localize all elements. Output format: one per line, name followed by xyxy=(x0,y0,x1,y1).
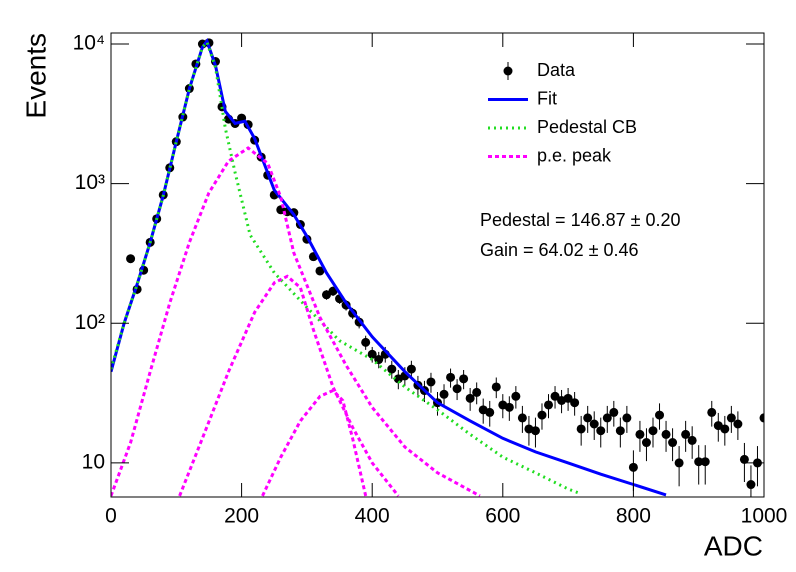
data-point xyxy=(537,410,547,420)
data-point xyxy=(126,254,136,264)
data-point xyxy=(589,419,599,429)
data-point xyxy=(720,424,730,434)
data-point xyxy=(439,389,449,399)
data-point xyxy=(609,407,619,417)
data-point xyxy=(746,480,756,490)
data-point xyxy=(700,457,710,467)
legend-label: Fit xyxy=(537,88,557,108)
data-point xyxy=(648,426,658,436)
data-point xyxy=(530,426,540,436)
x-tick-label: 200 xyxy=(224,505,259,528)
data-point xyxy=(550,391,560,401)
curve xyxy=(261,388,368,497)
plot-area xyxy=(111,37,764,497)
data-point xyxy=(628,462,638,472)
y-tick-label: 10 xyxy=(82,450,105,473)
y-tick-label: 10⁴ xyxy=(73,32,105,55)
data-point xyxy=(465,393,475,403)
x-axis-label: ADC xyxy=(704,530,763,561)
data-point xyxy=(426,377,436,387)
data-point xyxy=(511,391,521,401)
data-point xyxy=(406,364,416,374)
data-point xyxy=(367,349,377,359)
y-axis-label: Events xyxy=(20,33,51,119)
annotation: Pedestal = 146.87 ± 0.20 xyxy=(480,210,681,230)
data-point xyxy=(602,413,612,423)
annotation: Gain = 64.02 ± 0.46 xyxy=(480,240,639,260)
data-point xyxy=(726,413,736,423)
curve xyxy=(111,146,481,497)
data-point xyxy=(641,438,651,448)
data-point xyxy=(668,438,678,448)
data-point xyxy=(563,393,573,403)
data-point xyxy=(759,413,764,423)
x-tick-label: 600 xyxy=(485,505,520,528)
y-tick-label: 10² xyxy=(75,311,105,334)
data-point xyxy=(694,457,704,467)
x-tick-label: 400 xyxy=(355,505,390,528)
data-point xyxy=(661,429,671,439)
data-point xyxy=(315,266,325,276)
data-point xyxy=(321,290,331,300)
curve xyxy=(111,37,667,497)
data-point xyxy=(576,424,586,434)
data-point xyxy=(622,413,632,423)
data-point xyxy=(459,374,469,384)
data-point xyxy=(739,454,749,464)
legend-label: Data xyxy=(537,60,576,80)
legend-marker xyxy=(503,66,513,76)
data-point xyxy=(446,372,456,382)
x-tick-label: 800 xyxy=(616,505,651,528)
data-point xyxy=(674,458,684,468)
data-point xyxy=(517,413,527,423)
data-point xyxy=(583,413,593,423)
data-point xyxy=(452,384,462,394)
data-point xyxy=(361,337,371,347)
curve xyxy=(178,274,400,497)
data-point xyxy=(570,398,580,408)
frame xyxy=(110,32,765,498)
data-point xyxy=(707,407,717,417)
data-point xyxy=(387,364,397,374)
data-point xyxy=(544,400,554,410)
data-point xyxy=(596,426,606,436)
data-point xyxy=(733,419,743,429)
curve xyxy=(111,39,582,496)
x-tick-label: 0 xyxy=(105,505,117,528)
data-point xyxy=(687,435,697,445)
x-tick-label: 1000 xyxy=(741,505,788,528)
data-point xyxy=(485,407,495,417)
data-point xyxy=(472,387,482,397)
data-point xyxy=(491,382,501,392)
data-point xyxy=(615,426,625,436)
data-point xyxy=(655,410,665,420)
y-tick-label: 10³ xyxy=(75,171,105,194)
legend-label: Pedestal CB xyxy=(537,117,637,137)
legend-label: p.e. peak xyxy=(537,145,612,165)
data-point xyxy=(504,402,514,412)
data-point xyxy=(681,429,691,439)
data-point xyxy=(635,429,645,439)
